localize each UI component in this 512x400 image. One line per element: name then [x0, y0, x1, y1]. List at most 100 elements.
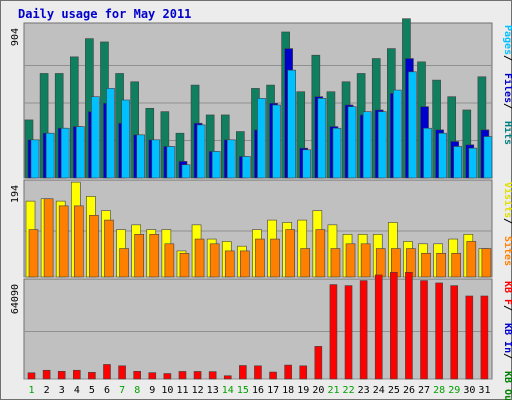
bar-sites-day-18: [285, 229, 295, 278]
x-tick-day-22: 22: [343, 385, 355, 396]
bar-pages-day-22: [347, 106, 357, 179]
bar-kb-f-day-17: [269, 371, 277, 380]
bar-sites-day-31: [481, 248, 492, 278]
bar-sites-day-30: [466, 241, 477, 278]
bar-kb-f-day-12: [193, 371, 202, 380]
bar-kb-f-day-25: [390, 271, 398, 380]
bar-pages-day-15: [242, 156, 251, 179]
bar-sites-day-1: [28, 229, 39, 278]
bar-kb-f-day-1: [27, 372, 36, 380]
bar-sites-day-9: [149, 234, 160, 278]
bar-pages-day-2: [45, 132, 55, 179]
x-tick-day-26: 26: [403, 385, 415, 396]
bar-kb-f-day-22: [344, 285, 353, 380]
bar-kb-f-day-28: [435, 282, 443, 380]
bar-pages-day-19: [302, 149, 312, 179]
x-tick-day-14: 14: [222, 385, 234, 396]
bar-pages-day-3: [60, 127, 70, 179]
bar-pages-day-25: [393, 89, 402, 179]
bar-sites-day-19: [300, 248, 311, 278]
bar-sites-day-2: [43, 198, 54, 278]
bar-pages-day-1: [30, 139, 40, 179]
bar-kb-f-day-3: [57, 370, 66, 380]
bar-sites-day-21: [330, 248, 341, 278]
legend-kb-in: KB In: [502, 323, 512, 353]
bar-kb-f-day-10: [163, 373, 172, 380]
bar-kb-f-day-6: [103, 364, 111, 380]
bar-pages-day-13: [211, 151, 221, 179]
x-tick-day-16: 16: [252, 385, 264, 396]
x-tick-day-1: 1: [29, 385, 35, 396]
bar-kb-f-day-21: [329, 284, 338, 380]
bar-kb-f-day-5: [88, 372, 96, 380]
bar-kb-f-day-31: [480, 295, 489, 380]
x-tick-day-4: 4: [74, 385, 80, 396]
bar-pages-day-26: [408, 71, 417, 179]
bar-sites-day-8: [134, 234, 144, 278]
bar-sites-day-10: [164, 243, 175, 278]
bar-pages-day-9: [151, 139, 161, 179]
bar-pages-day-14: [226, 139, 236, 179]
bar-sites-day-22: [345, 243, 356, 278]
legend-files: Files: [502, 73, 512, 103]
bar-kb-f-day-18: [284, 364, 292, 380]
x-tick-day-29: 29: [448, 385, 460, 396]
bar-kb-f-day-30: [465, 295, 474, 380]
bar-kb-f-day-26: [405, 271, 413, 380]
bar-sites-day-17: [270, 238, 280, 278]
x-tick-day-13: 13: [207, 385, 219, 396]
x-tick-day-28: 28: [433, 385, 445, 396]
bar-pages-day-6: [106, 88, 115, 179]
bar-sites-day-14: [224, 250, 235, 278]
x-tick-day-19: 19: [297, 385, 309, 396]
bar-sites-day-5: [89, 215, 99, 278]
chart-title: Daily usage for May 2011: [18, 7, 192, 21]
bar-sites-day-28: [436, 252, 446, 278]
legend-separator: /: [502, 353, 512, 359]
bar-sites-day-3: [58, 205, 69, 278]
bar-pages-day-23: [362, 111, 372, 179]
bar-pages-day-31: [483, 136, 493, 179]
x-tick-day-3: 3: [59, 385, 65, 396]
bar-pages-day-8: [136, 134, 145, 179]
bar-pages-day-12: [196, 124, 206, 179]
plot-area-2: [23, 278, 493, 380]
bar-pages-day-10: [166, 146, 176, 179]
bar-sites-day-24: [375, 248, 386, 278]
bar-sites-day-7: [119, 248, 129, 278]
bar-sites-day-27: [421, 252, 431, 278]
x-tick-day-5: 5: [89, 385, 95, 396]
bar-sites-day-20: [315, 229, 326, 278]
x-tick-day-15: 15: [237, 385, 249, 396]
x-tick-day-11: 11: [176, 385, 188, 396]
bar-pages-day-17: [272, 104, 281, 179]
bar-sites-day-4: [73, 205, 84, 278]
x-tick-day-8: 8: [134, 385, 140, 396]
x-tick-day-21: 21: [327, 385, 339, 396]
bar-kb-f-day-7: [118, 365, 126, 380]
x-tick-day-12: 12: [192, 385, 204, 396]
bar-kb-f-day-11: [178, 371, 187, 380]
bar-kb-f-day-27: [420, 280, 428, 380]
x-tick-day-10: 10: [161, 385, 173, 396]
x-tick-day-24: 24: [373, 385, 385, 396]
bar-kb-f-day-23: [359, 280, 368, 380]
bar-pages-day-7: [121, 99, 130, 179]
legend-separator: /: [502, 55, 512, 61]
x-tick-day-20: 20: [312, 385, 324, 396]
bar-kb-f-day-29: [450, 285, 459, 380]
bar-sites-day-29: [451, 252, 462, 278]
x-tick-day-30: 30: [463, 385, 475, 396]
bar-sites-day-12: [194, 238, 205, 278]
x-tick-day-17: 17: [267, 385, 279, 396]
bar-kb-f-day-20: [314, 346, 323, 380]
bar-kb-f-day-14: [223, 375, 232, 380]
legend-separator: /: [502, 305, 512, 311]
bar-pages-day-27: [423, 127, 432, 179]
y-max-label-0: 904: [10, 28, 21, 46]
bar-kb-f-day-13: [208, 371, 217, 380]
bar-sites-day-16: [255, 238, 265, 278]
bar-kb-f-day-4: [72, 369, 81, 380]
bar-sites-day-13: [209, 243, 220, 278]
